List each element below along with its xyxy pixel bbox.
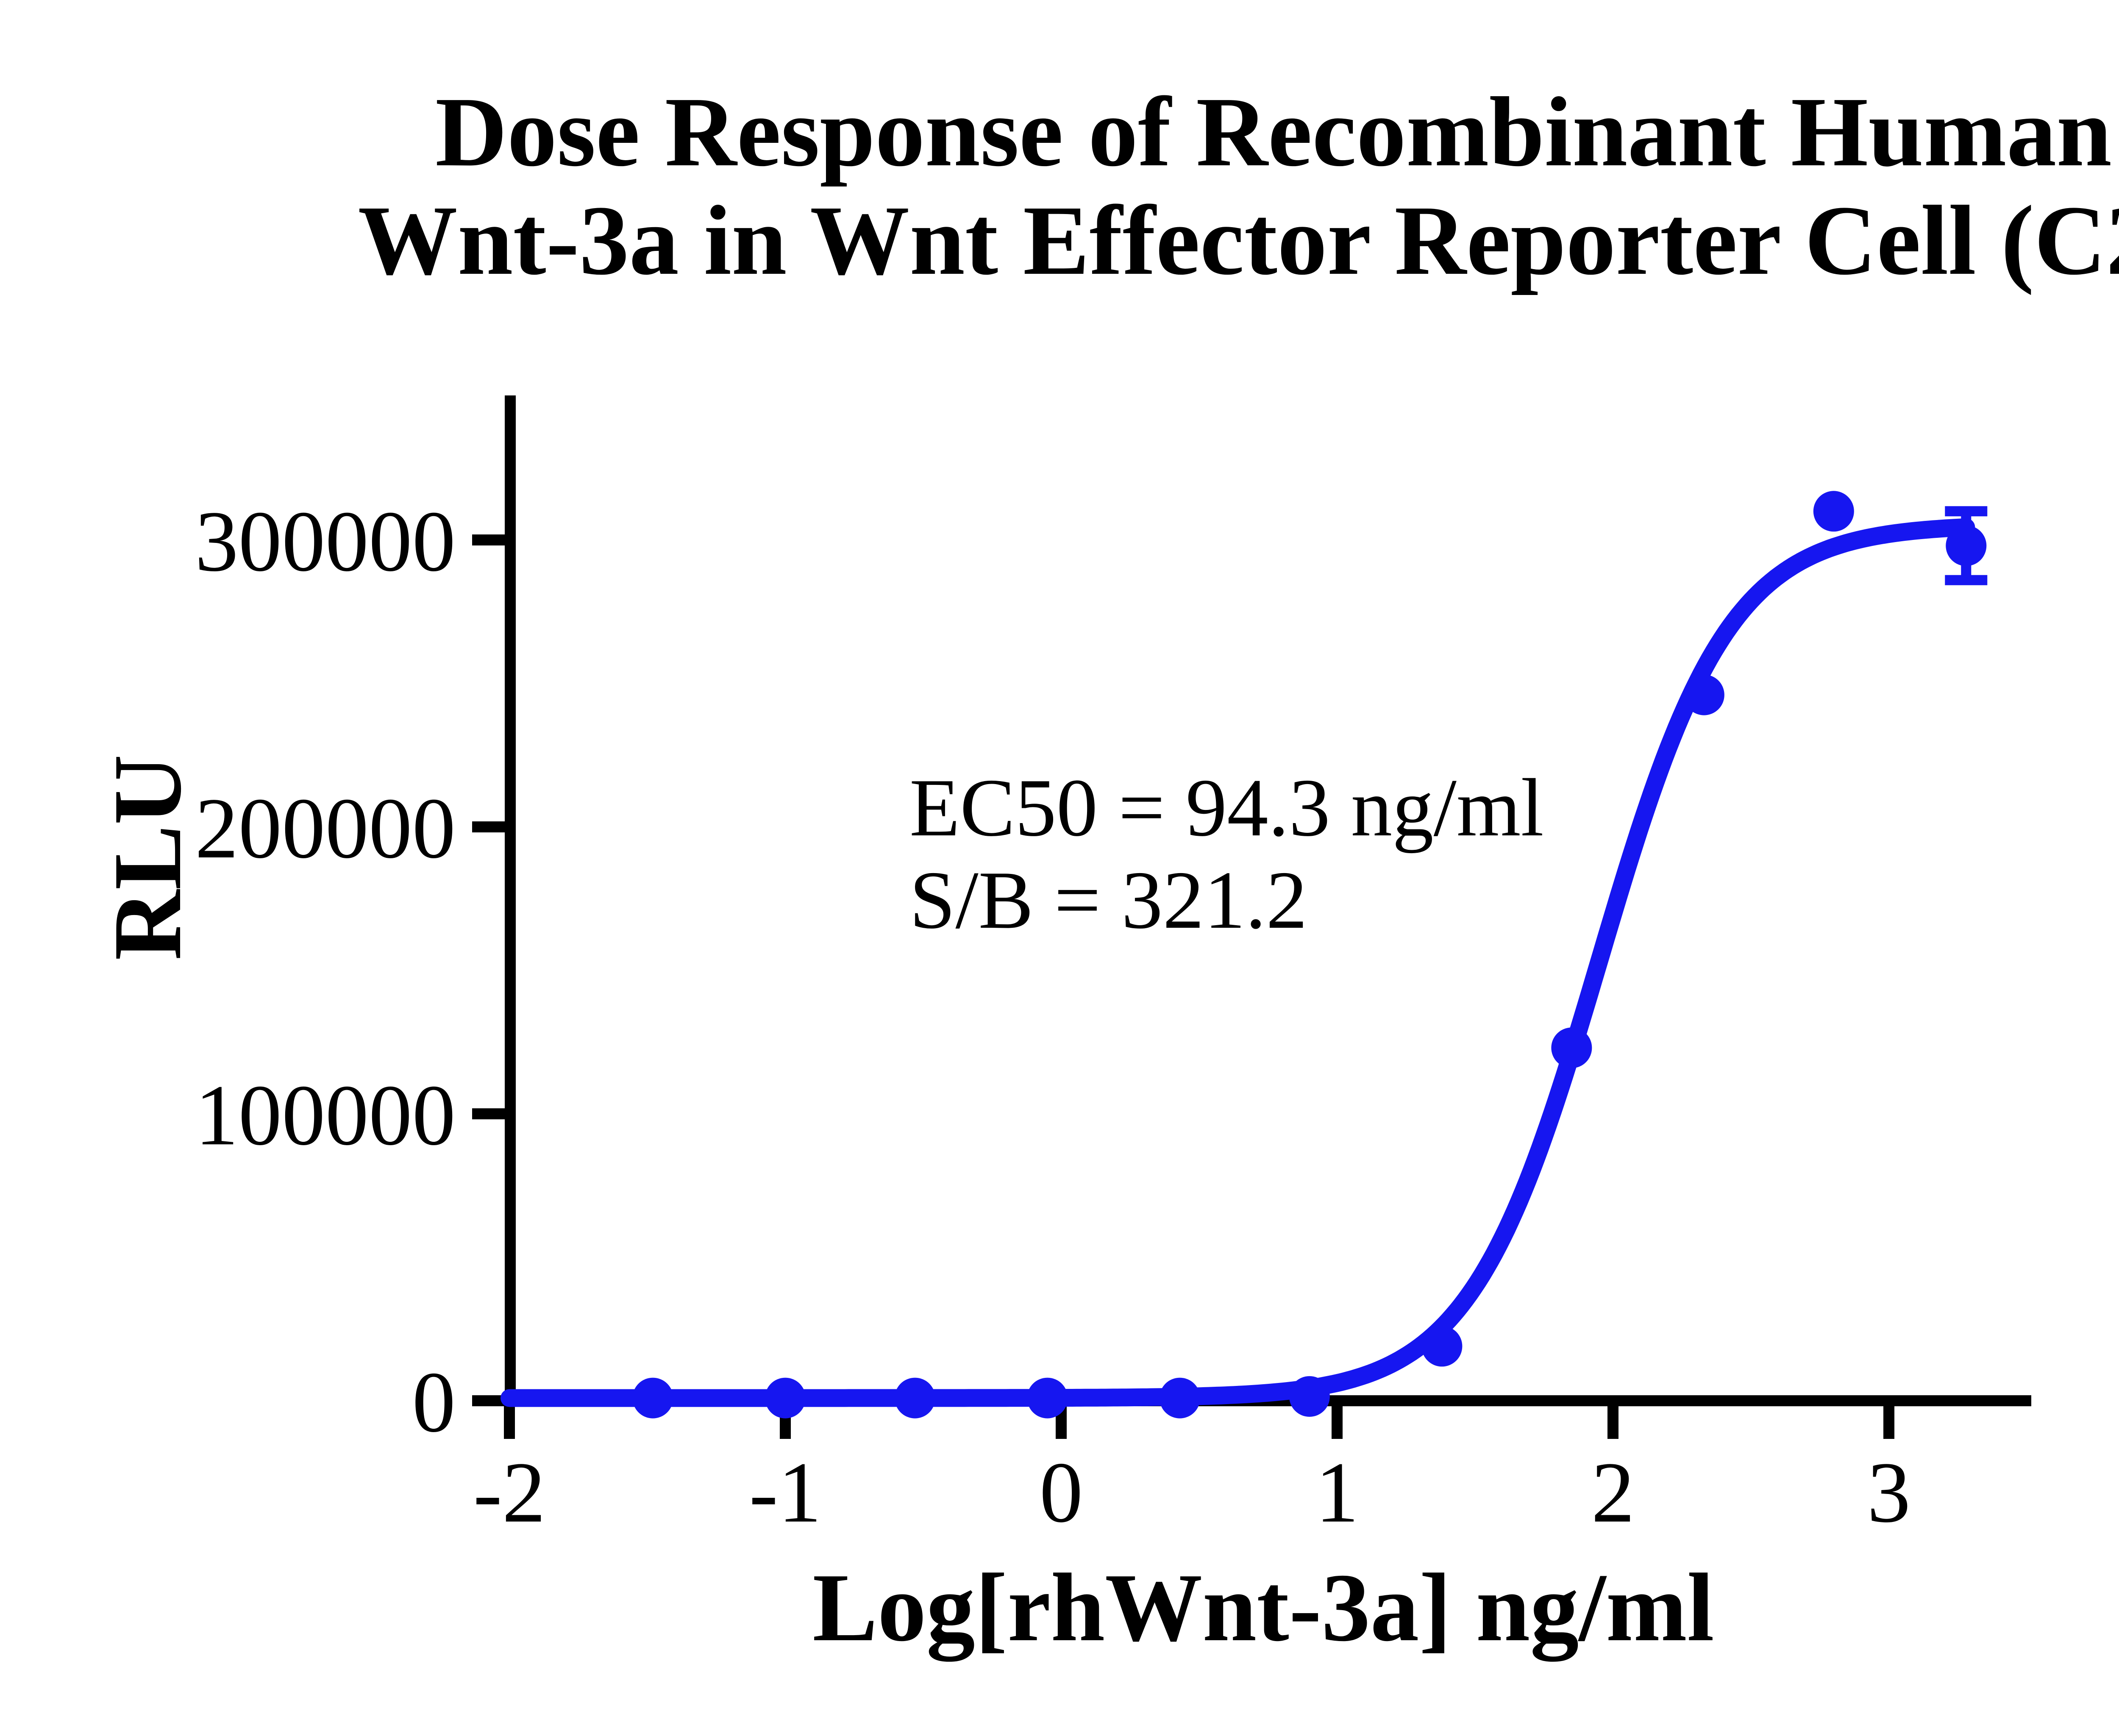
x-tick-label: 3 <box>1867 1444 1911 1541</box>
data-point <box>1551 1027 1592 1068</box>
y-tick-label: 300000 <box>195 493 456 590</box>
x-tick-label: -2 <box>473 1444 546 1541</box>
data-point <box>1421 1326 1463 1367</box>
data-point <box>894 1377 935 1419</box>
fit-curve <box>501 518 1975 1407</box>
x-tick-label: 1 <box>1315 1444 1359 1541</box>
x-tick-label: 0 <box>1040 1444 1083 1541</box>
y-axis-title: RLU <box>93 754 201 960</box>
data-point-layer <box>632 491 1987 1419</box>
y-tick-label: 200000 <box>195 780 456 876</box>
data-point <box>1813 491 1854 532</box>
data-point <box>1159 1377 1200 1419</box>
data-point <box>1946 525 1987 566</box>
x-tick-label: -1 <box>749 1444 822 1541</box>
data-point <box>1289 1376 1330 1417</box>
data-point <box>1027 1377 1068 1419</box>
fit-curve-layer <box>501 518 1975 1407</box>
data-point <box>765 1377 806 1419</box>
data-point <box>1683 674 1724 715</box>
annotation-ec50: EC50 = 94.3 ng/ml <box>909 762 1544 854</box>
y-tick-label: 100000 <box>195 1067 456 1163</box>
y-tick-label: 0 <box>412 1354 456 1450</box>
chart-title-line-2: Wnt-3a in Wnt Effector Reporter Cell (C2… <box>358 185 2119 295</box>
data-point <box>632 1377 673 1419</box>
x-axis-title: Log[rhWnt-3a] ng/ml <box>812 1553 1714 1662</box>
chart-title-line-1: Dose Response of Recombinant Human <box>435 77 2112 187</box>
annotation-signal-to-background: S/B = 321.2 <box>909 854 1307 946</box>
x-tick-label: 2 <box>1591 1444 1635 1541</box>
